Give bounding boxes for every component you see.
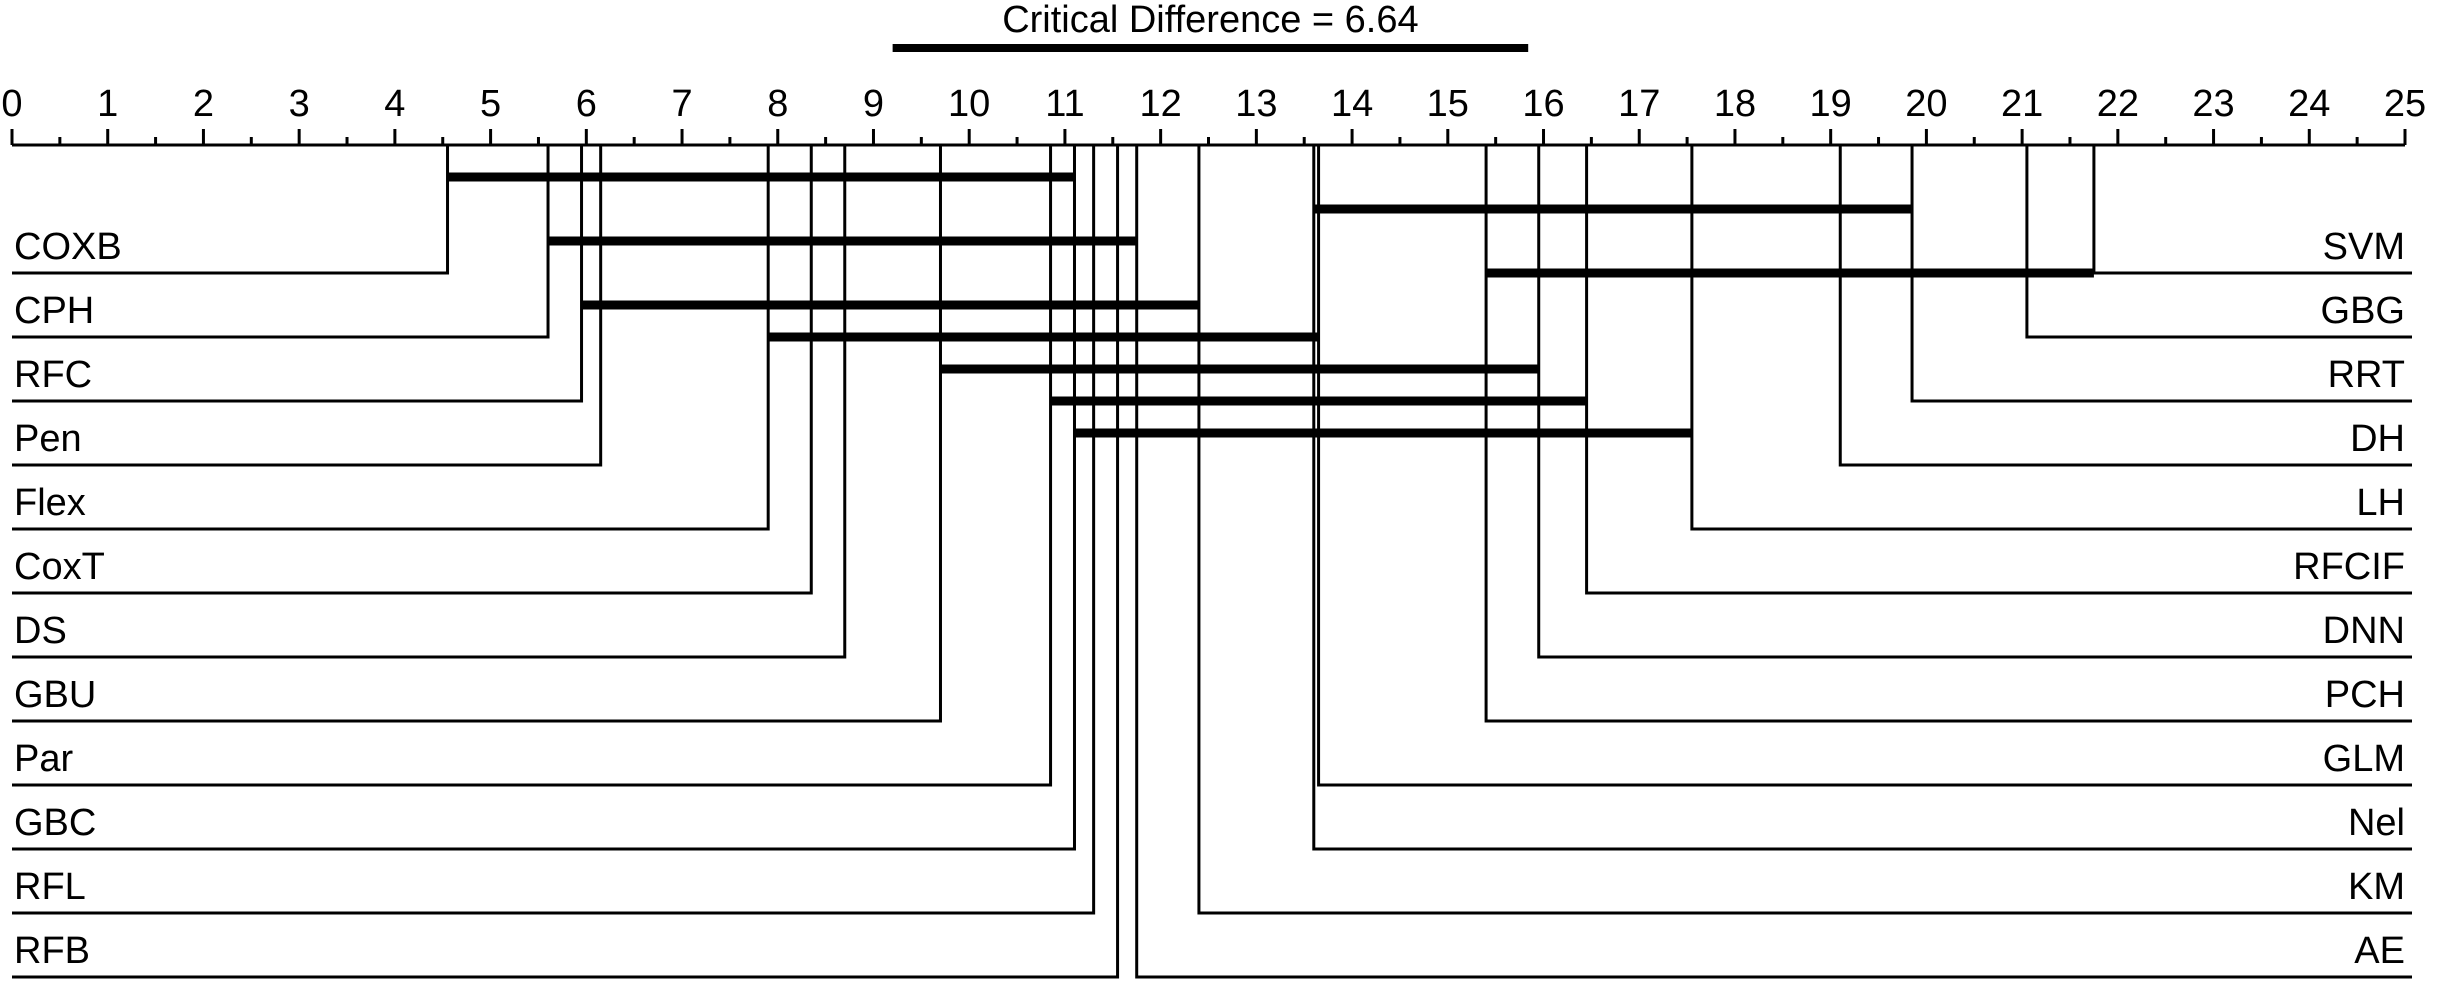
left-method-label: Par xyxy=(14,738,73,780)
left-method-connector xyxy=(12,145,1096,915)
left-method-label: RFL xyxy=(14,866,86,908)
right-method-label: RRT xyxy=(2328,354,2405,396)
right-method-connector xyxy=(1135,145,2412,979)
left-method-label: Flex xyxy=(14,482,86,524)
tick-label: 8 xyxy=(767,83,788,125)
right-method-label: GLM xyxy=(2323,738,2405,780)
tick-label: 6 xyxy=(576,83,597,125)
tick-label: 13 xyxy=(1235,83,1277,125)
tick-label: 7 xyxy=(671,83,692,125)
cd-label: Critical Difference = 6.64 xyxy=(1002,0,1418,41)
tick-label: 3 xyxy=(289,83,310,125)
tick-label: 4 xyxy=(384,83,405,125)
left-method-label: CPH xyxy=(14,290,94,332)
left-method-label: RFB xyxy=(14,930,90,972)
tick-label: 16 xyxy=(1522,83,1564,125)
critical-difference-bar: Critical Difference = 6.64 xyxy=(892,0,1529,52)
right-method-connector xyxy=(1484,145,2412,723)
left-method-connector xyxy=(12,145,1120,979)
tick-label: 23 xyxy=(2192,83,2234,125)
left-method-label: GBC xyxy=(14,802,96,844)
tick-label: 0 xyxy=(1,83,22,125)
tick-label: 11 xyxy=(1045,83,1084,125)
left-method-connector xyxy=(12,145,603,467)
left-method-connector xyxy=(12,145,847,659)
rank-axis: 0 1 2 3 4 5 6 7 8 9 10 11 12 13 14 15 16 17 18 19 20 21 22 23 24… xyxy=(1,83,2426,147)
right-method-connector xyxy=(1312,145,2412,851)
right-method-connector xyxy=(1690,145,2412,531)
right-method-connector xyxy=(1910,145,2412,403)
tick-label: 17 xyxy=(1618,83,1660,125)
tick-label: 21 xyxy=(2001,83,2043,125)
tick-label: 9 xyxy=(863,83,884,125)
group-bars xyxy=(447,172,2094,438)
right-method-label: PCH xyxy=(2325,674,2405,716)
tick-label: 18 xyxy=(1714,83,1756,125)
right-method-connector xyxy=(2025,145,2412,339)
tick-label: 1 xyxy=(97,83,118,125)
left-method-label: RFC xyxy=(14,354,92,396)
tick-label: 25 xyxy=(2384,83,2426,125)
right-method-connector xyxy=(1585,145,2412,595)
right-method-connector xyxy=(1537,145,2412,659)
right-method-label: GBG xyxy=(2321,290,2405,332)
left-method-label: Pen xyxy=(14,418,82,460)
left-method-connector xyxy=(12,145,550,339)
tick-label: 12 xyxy=(1139,83,1181,125)
left-method-connector xyxy=(12,145,450,275)
method-connectors: COXB CPH RFC Pen Flex CoxT DS GBU Par GBC RFL RFB SV… xyxy=(12,145,2412,979)
right-method-label: DH xyxy=(2350,418,2405,460)
left-method-connector xyxy=(12,145,1053,787)
tick-label: 24 xyxy=(2288,83,2330,125)
left-method-label: DS xyxy=(14,610,67,652)
right-method-connector xyxy=(1197,145,2412,915)
left-method-label: COXB xyxy=(14,226,122,268)
left-method-connector xyxy=(12,145,584,403)
tick-label: 10 xyxy=(948,83,990,125)
right-method-label: RFCIF xyxy=(2293,546,2405,588)
right-method-label: KM xyxy=(2348,866,2405,908)
left-method-connector xyxy=(12,145,942,723)
left-method-connector xyxy=(12,145,813,595)
right-method-connector xyxy=(2092,145,2412,275)
tick-label: 2 xyxy=(193,83,214,125)
tick-label: 14 xyxy=(1331,83,1373,125)
tick-label: 19 xyxy=(1810,83,1852,125)
right-method-label: AE xyxy=(2354,930,2405,972)
tick-label: 15 xyxy=(1427,83,1469,125)
left-method-label: CoxT xyxy=(14,546,105,588)
right-method-label: DNN xyxy=(2323,610,2405,652)
left-method-connector xyxy=(12,145,1076,851)
tick-label: 5 xyxy=(480,83,501,125)
left-method-label: GBU xyxy=(14,674,96,716)
tick-label: 20 xyxy=(1905,83,1947,125)
right-method-label: Nel xyxy=(2348,802,2405,844)
tick-label: 22 xyxy=(2097,83,2139,125)
right-method-connector xyxy=(1317,145,2412,787)
left-method-connector xyxy=(12,145,770,531)
right-method-label: LH xyxy=(2356,482,2405,524)
right-method-connector xyxy=(1838,145,2412,467)
right-method-label: SVM xyxy=(2323,226,2405,268)
